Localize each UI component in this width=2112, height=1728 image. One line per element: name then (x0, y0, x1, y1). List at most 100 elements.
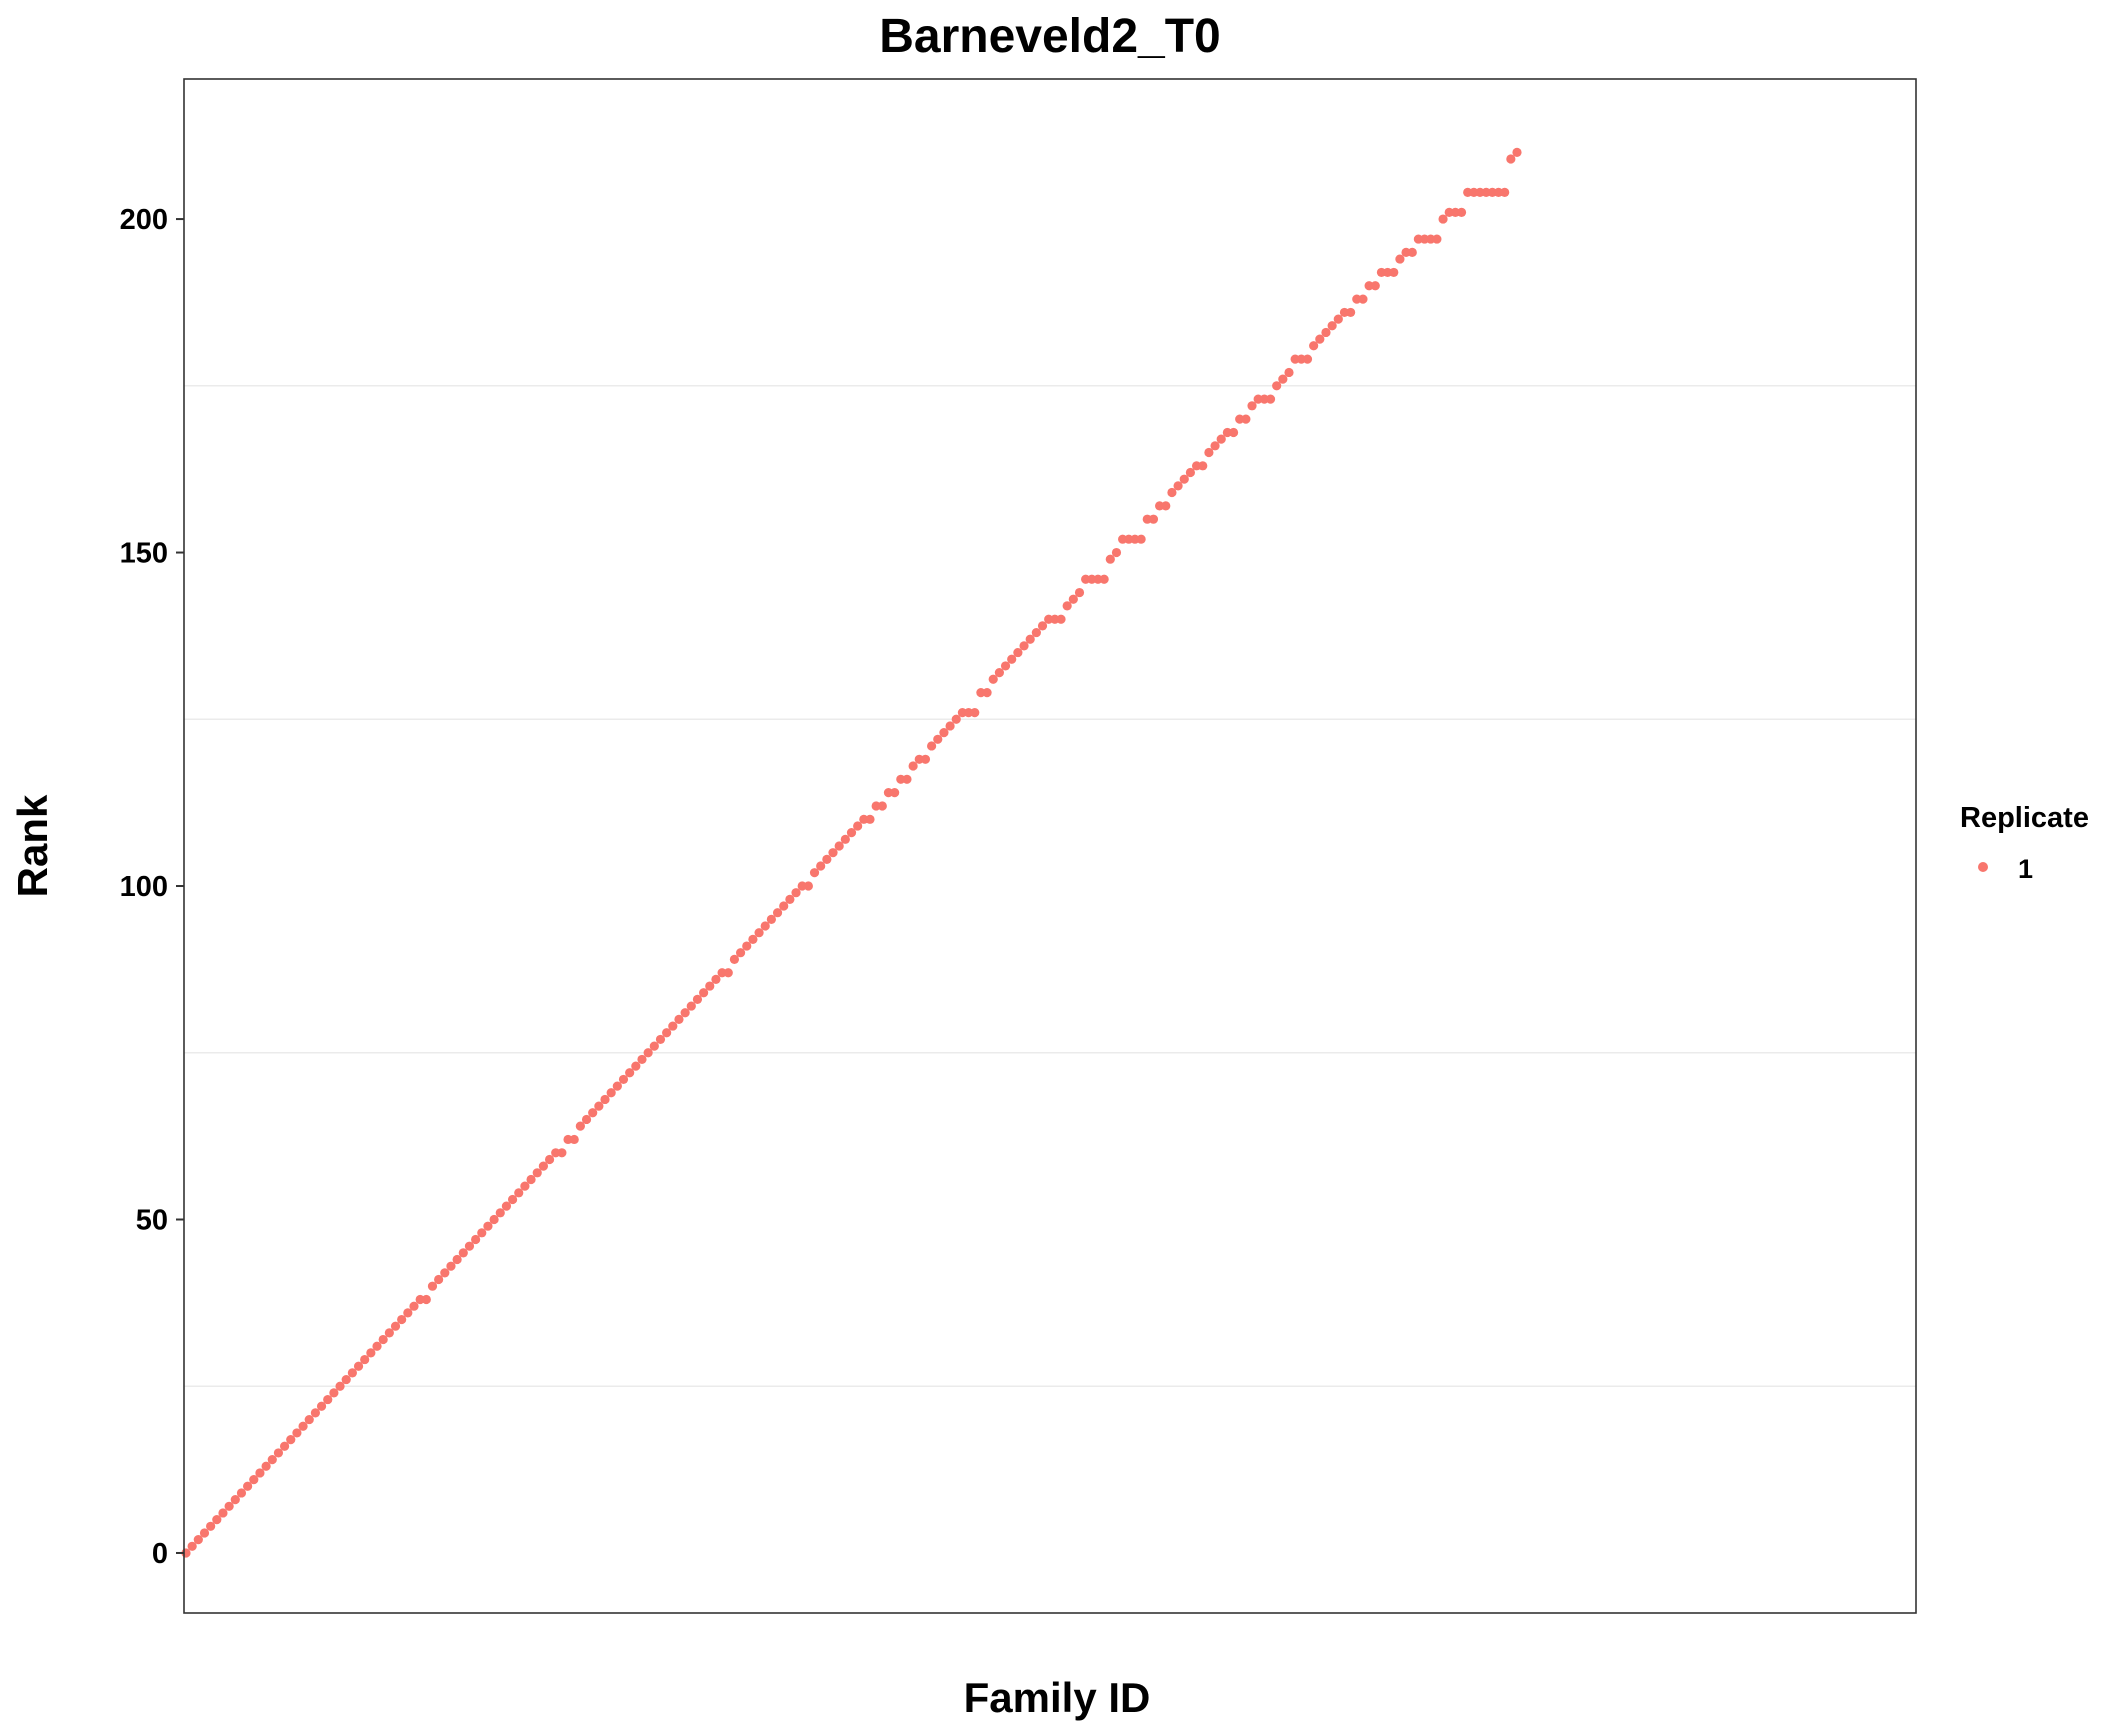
data-point (951, 714, 961, 724)
data-point (902, 774, 912, 784)
data-point (193, 1535, 203, 1545)
data-point (803, 881, 813, 891)
data-point (199, 1528, 210, 1538)
data-point (982, 688, 992, 698)
data-point (920, 754, 931, 764)
data-point (637, 1054, 647, 1065)
data-point (446, 1261, 456, 1271)
data-point (662, 1028, 672, 1038)
data-point (464, 1241, 475, 1251)
data-point (243, 1481, 253, 1491)
data-point (1136, 534, 1146, 544)
data-point (255, 1468, 265, 1478)
data-point (267, 1455, 277, 1465)
data-point (532, 1168, 542, 1178)
data-point (1309, 341, 1319, 351)
data-point (625, 1068, 635, 1078)
data-point (489, 1214, 499, 1225)
data-point (434, 1274, 444, 1285)
data-point (649, 1041, 659, 1051)
data-point (699, 988, 709, 998)
data-point (1438, 214, 1448, 224)
data-point (1179, 474, 1189, 484)
data-point (1013, 647, 1023, 658)
data-point (631, 1061, 641, 1071)
data-point (575, 1121, 585, 1131)
data-point (471, 1234, 481, 1245)
data-point (1000, 661, 1011, 671)
data-point (323, 1394, 333, 1405)
data-point (1395, 254, 1405, 264)
data-point (372, 1341, 382, 1351)
data-point (310, 1408, 320, 1418)
gridlines (184, 385, 1916, 1387)
data-point (1007, 654, 1017, 664)
data-point (822, 854, 832, 864)
data-point (711, 974, 721, 984)
data-point (249, 1475, 259, 1485)
legend-label-1: 1 (2018, 854, 2033, 884)
data-point (520, 1181, 530, 1191)
data-point (538, 1161, 549, 1171)
data-point (236, 1488, 247, 1498)
data-point (224, 1501, 234, 1511)
data-point (298, 1421, 308, 1431)
data-point (452, 1254, 462, 1265)
data-point (600, 1094, 610, 1105)
y-tick-label: 50 (136, 1204, 168, 1236)
data-point (828, 848, 838, 858)
data-point (286, 1434, 296, 1445)
data-point (890, 788, 900, 798)
data-point (261, 1461, 271, 1471)
y-axis-ticks: 0 50 100 150 200 (120, 204, 184, 1570)
data-point (230, 1495, 240, 1505)
data-point (390, 1321, 401, 1331)
data-point (655, 1034, 666, 1045)
data-point (816, 861, 826, 871)
data-point (1025, 634, 1035, 644)
data-point (939, 728, 949, 738)
data-point (686, 1001, 696, 1011)
data-point (1327, 321, 1337, 331)
data-point (378, 1334, 388, 1345)
data-point (218, 1508, 228, 1518)
data-point (569, 1134, 579, 1145)
data-point (1358, 294, 1368, 304)
data-point (1241, 414, 1251, 424)
data-point (846, 828, 857, 838)
data-point (723, 968, 733, 978)
data-point (341, 1374, 351, 1385)
data-point (1019, 641, 1029, 651)
data-points (181, 147, 1522, 1558)
data-point (970, 708, 980, 718)
data-point (853, 821, 863, 831)
data-point (1185, 467, 1196, 478)
data-point (908, 761, 918, 771)
data-point (304, 1414, 314, 1425)
data-point (1111, 547, 1122, 558)
data-point (791, 888, 801, 898)
data-point (840, 834, 850, 844)
y-axis-label: Rank (9, 794, 56, 897)
data-point (945, 721, 955, 731)
data-point (1346, 307, 1356, 318)
data-point (705, 981, 715, 991)
data-point (674, 1014, 684, 1025)
y-tick-label: 150 (120, 538, 168, 570)
y-tick-label: 100 (120, 871, 168, 903)
data-point (1512, 147, 1522, 157)
data-point (187, 1541, 197, 1551)
data-point (1302, 354, 1313, 364)
data-point (347, 1368, 357, 1378)
data-point (384, 1328, 394, 1338)
data-point (1432, 234, 1442, 244)
plot-border (183, 78, 1917, 1614)
data-point (1204, 447, 1214, 458)
data-point (1062, 601, 1072, 611)
data-point (581, 1114, 592, 1125)
data-point (692, 994, 703, 1005)
data-point (1173, 481, 1183, 491)
data-point (933, 734, 943, 744)
data-point (618, 1074, 629, 1085)
